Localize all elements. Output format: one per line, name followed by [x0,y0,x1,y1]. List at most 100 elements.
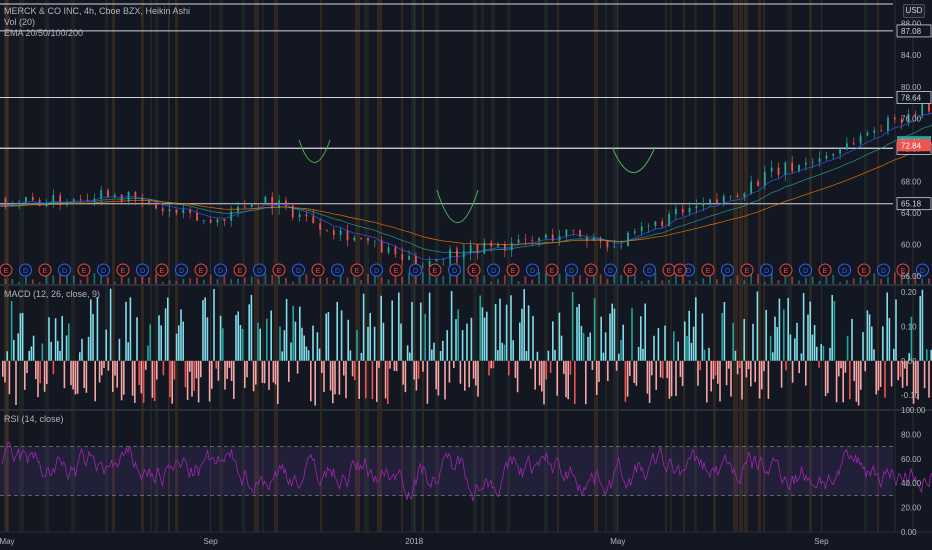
earnings-marker[interactable] [194,263,208,277]
macd-bar [380,295,382,361]
volume-bar [189,278,192,284]
macd-bar [431,349,433,361]
macd-bar [96,297,99,361]
earnings-marker[interactable] [428,263,442,277]
ema-legend[interactable]: EMA 20/50/100/200 [4,28,83,39]
dividend-marker[interactable] [916,263,929,277]
earnings-marker[interactable] [467,263,481,277]
drawn-arc[interactable] [298,139,331,163]
macd-bar [899,360,902,377]
macd-bar [334,360,336,395]
dividend-marker[interactable] [19,263,32,277]
dividend-marker[interactable] [448,263,461,277]
rsi-legend[interactable]: RSI (14, close) [4,414,64,425]
level-price-box[interactable] [896,91,932,104]
shading-stripe [544,0,548,532]
shading-stripe [557,0,559,532]
earnings-marker-upcoming[interactable] [673,263,687,277]
level-price-box[interactable] [896,197,932,211]
dividend-marker[interactable] [331,263,344,277]
macd-bar [930,349,932,361]
dividend-marker[interactable] [58,263,71,277]
price-candle [606,241,609,248]
macd-bar [758,360,761,399]
price-candle [674,208,677,215]
level-price-box[interactable] [896,24,932,38]
volume-legend[interactable]: Vol (20) [4,17,35,28]
dividend-marker[interactable] [175,263,188,277]
dividend-marker[interactable] [838,263,851,277]
dividend-marker[interactable] [292,263,305,277]
currency-button[interactable]: USD [903,4,925,18]
earnings-marker[interactable] [779,263,793,277]
macd-bar [684,321,686,361]
time-axis[interactable]: MaySep2018MaySep2019MaySep2020MaySep2021… [0,537,932,546]
dividend-marker[interactable] [565,263,578,277]
earnings-marker[interactable] [272,263,286,277]
price-candle [654,221,657,226]
dividend-marker[interactable] [760,263,773,277]
event-marker-label: D [491,268,496,275]
earnings-marker[interactable] [311,263,325,277]
earnings-marker[interactable] [0,263,13,277]
ema-line [0,124,932,254]
earnings-marker[interactable] [857,263,871,277]
earnings-marker[interactable] [233,263,247,277]
dividend-marker[interactable] [643,263,656,277]
close-price-badge[interactable] [897,139,931,152]
earnings-marker[interactable] [116,263,130,277]
dividend-marker[interactable] [604,263,617,277]
price-candle [285,200,287,206]
level-price-label: 65.18 [901,200,922,209]
symbol-legend[interactable]: MERCK & CO INC, 4h, Cboe BZX, Heikin Ash… [4,6,190,17]
dividend-marker[interactable] [370,263,383,277]
macd-bar [57,340,59,361]
earnings-marker[interactable] [701,263,715,277]
macd-axis[interactable]: 0.20 0.10 0.00 -0.10 [901,288,920,400]
earnings-marker[interactable] [818,263,832,277]
price-axis[interactable]: 88.0084.0080.0076.0072.0068.0064.0060.00… [896,20,932,281]
event-marker-label: E [160,268,165,275]
macd-bar [587,336,589,361]
earnings-marker[interactable] [545,263,559,277]
volume-bar [209,274,212,284]
dividend-marker[interactable] [214,263,227,277]
earnings-marker[interactable] [77,263,91,277]
macd-bar [19,313,22,361]
drawn-arc[interactable] [611,146,656,174]
macd-legend[interactable]: MACD (12, 26, close, 9) [4,289,100,300]
earnings-marker[interactable] [155,263,169,277]
earnings-marker[interactable] [896,263,910,277]
dividend-marker[interactable] [721,263,734,277]
macd-bar [640,316,642,361]
macd-bar [585,360,587,405]
earnings-marker[interactable] [623,263,637,277]
earnings-marker[interactable] [350,263,364,277]
dividend-marker[interactable] [799,263,812,277]
rsi-axis[interactable]: 100.00 80.00 60.00 40.00 20.00 0.00 [901,406,926,537]
macd-bar [609,313,611,361]
rsi-axis-tick: 0.00 [901,528,917,537]
drawn-arc[interactable] [436,189,479,223]
earnings-marker[interactable] [38,263,52,277]
dividend-marker[interactable] [877,263,890,277]
event-marker-label: E [433,268,438,275]
dividend-marker[interactable] [136,263,149,277]
macd-axis-tick: 0.20 [901,288,917,297]
dividend-marker[interactable] [526,263,539,277]
macd-bar [732,322,734,361]
macd-bar [912,360,915,404]
dividend-marker[interactable] [97,263,110,277]
earnings-marker[interactable] [506,263,520,277]
dividend-marker[interactable] [409,263,422,277]
earnings-marker[interactable] [584,263,598,277]
macd-bar [745,360,748,378]
macd-bar [646,360,649,394]
earnings-marker[interactable] [389,263,403,277]
dividend-marker[interactable] [253,263,266,277]
dividend-marker[interactable] [487,263,500,277]
earnings-marker[interactable] [740,263,754,277]
event-marker-label: E [745,268,750,275]
macd-bar [310,360,312,402]
